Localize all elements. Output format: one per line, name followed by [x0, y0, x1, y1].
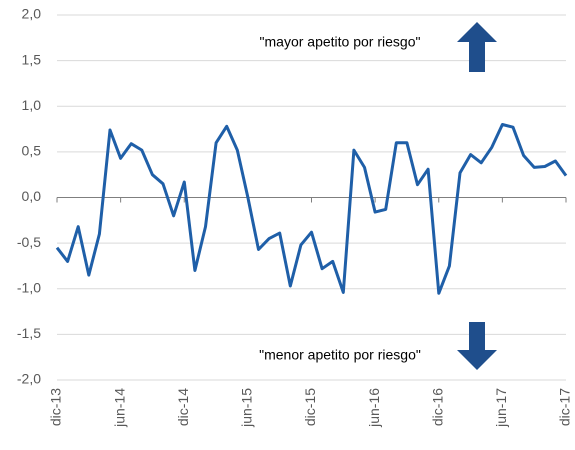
x-tick-label: jun-17 — [493, 388, 509, 428]
x-tick-label: dic-15 — [302, 388, 318, 426]
up-arrow — [457, 22, 497, 72]
x-tick-label: dic-17 — [557, 388, 573, 426]
down-arrow — [457, 322, 497, 370]
y-tick-label: -0,5 — [17, 234, 41, 250]
x-tick-label: jun-14 — [111, 388, 127, 428]
y-tick-label: -1,0 — [17, 279, 41, 295]
annotation: "menor apetito por riesgo" — [259, 347, 421, 363]
y-tick-label: 2,0 — [22, 6, 42, 22]
x-tick-label: dic-13 — [48, 388, 64, 426]
y-tick-label: 0,0 — [22, 188, 42, 204]
y-tick-label: 0,5 — [22, 143, 42, 159]
x-tick-label: jun-16 — [366, 388, 382, 428]
x-tick-label: dic-14 — [175, 388, 191, 426]
line — [55, 123, 568, 295]
y-tick-label: -2,0 — [17, 371, 41, 387]
annotation: "mayor apetito por riesgo" — [260, 34, 421, 50]
y-tick-label: 1,5 — [22, 51, 42, 67]
y-tick-label: -1,5 — [17, 325, 41, 341]
x-tick-label: jun-15 — [239, 388, 255, 428]
x-tick-label: dic-16 — [429, 388, 445, 426]
y-tick-label: 1,0 — [22, 97, 42, 113]
